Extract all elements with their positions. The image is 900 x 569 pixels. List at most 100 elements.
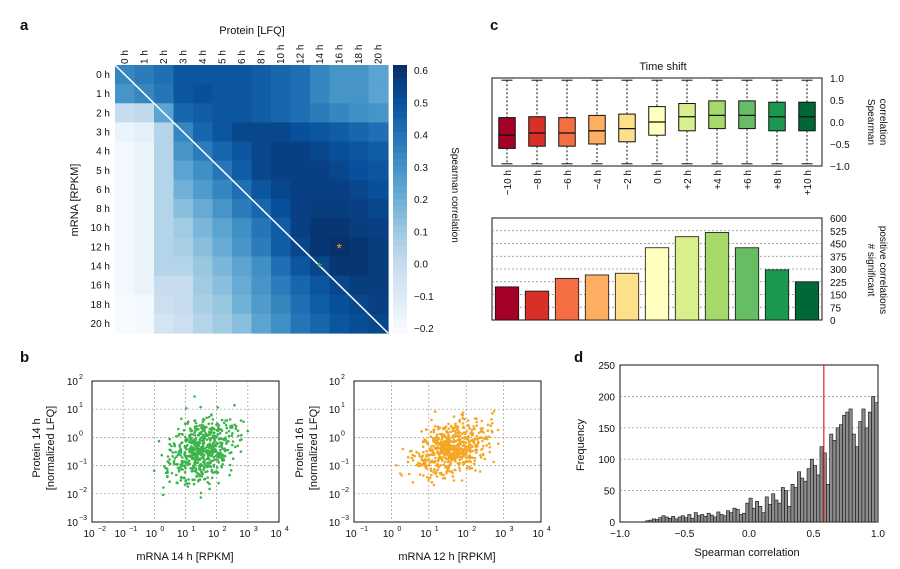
scatter-point [166,460,169,463]
scatter-point [202,437,206,440]
scatter-point [222,421,226,425]
scatter-point [429,430,433,434]
colorbar-segment [393,219,407,227]
colorbar-segment [393,71,407,79]
scatter-point [426,442,430,446]
heatmap-cell [290,122,311,143]
scatter-point [231,443,234,447]
colorbar-segment [393,212,407,220]
scatter-point [443,440,447,443]
scatter-point [446,460,450,464]
scatter-point [419,464,422,467]
scatter-point [208,433,212,436]
scatter-point [477,437,480,440]
histogram-bar [751,507,756,523]
scatter-point [233,403,236,407]
scatter-point [185,482,189,485]
heatmap-cell [271,275,292,296]
scatter-point [490,418,493,421]
histogram-bar [848,408,853,523]
boxplot-box [618,113,636,143]
histogram-bar [874,402,879,523]
scatter-point [199,446,203,450]
scatter-point [231,457,235,461]
barplot-bar [644,247,670,321]
scatter-point [434,447,438,451]
scatter-point [227,429,231,433]
scatter-x-tick: 10 [383,529,395,540]
heatmap-cell [134,103,155,124]
scatter-y-tick-exp: −2 [79,487,87,494]
heatmap-y-tick: 16 h [91,281,110,292]
scatter-point [497,442,500,446]
scatter-point [432,444,435,448]
scatter-point [217,451,220,455]
scatter-point [166,455,170,458]
scatter-point [441,450,445,454]
scatter-point [210,454,214,457]
scatter-point [411,481,415,484]
scatter-point [182,429,186,432]
scatter-point [179,447,182,451]
heatmap-cell [290,313,311,334]
heatmap-cell [134,256,155,277]
colorbar-segment [393,111,407,120]
scatter-x-tick-exp: 4 [285,526,289,533]
heatmap-y-tick: 18 h [91,300,110,311]
scatter-point [432,438,435,442]
heatmap-cell [251,275,272,296]
heatmap-cell [115,218,136,238]
scatter-point [443,452,446,456]
scatter-point [435,470,438,474]
barplot-y-tick: 375 [830,252,847,263]
scatter-point [452,444,455,448]
scatter-point [461,425,465,429]
scatter-point [481,439,484,443]
colorbar-segment [393,132,407,140]
scatter-point [193,425,197,428]
histogram-y-tick: 150 [598,424,615,435]
boxplot-x-tick: +10 h [803,170,814,195]
colorbar-tick: 0.0 [414,260,428,271]
heatmap-cell [368,275,389,296]
barplot-y-tick: 0 [830,316,836,327]
histogram-y-tick: 200 [598,392,615,403]
scatter-point [435,433,439,436]
scatter-x-tick: 10 [270,529,282,540]
scatter-point [467,445,471,449]
scatter-point [183,483,187,486]
scatter-point [427,458,431,461]
scatter-point [422,474,425,477]
scatter-point [442,443,446,447]
scatter-point [448,437,451,441]
heatmap-cell [271,122,292,143]
scatter-point [238,439,242,442]
scatter-point [186,461,190,464]
scatter-point [430,480,434,484]
scatter-point [188,440,191,444]
scatter-point [176,466,180,470]
scatter-point [191,478,194,482]
scatter-point [458,455,461,459]
heatmap-cell [212,179,233,200]
scatter-point [228,473,231,477]
heatmap-cell [134,237,155,258]
histogram-bar [835,427,840,523]
scatter-point [171,455,174,458]
scatter-point [199,468,202,471]
heatmap-cell [251,103,272,124]
scatter-point [444,425,448,428]
scatter-point [177,450,181,453]
scatter-point [217,481,220,485]
heatmap-cell [368,122,389,143]
scatter-x-tick: 10 [239,529,251,540]
scatter-point [200,435,204,439]
panel-label-d: d [574,349,583,366]
colorbar-segment [393,65,407,73]
colorbar-segment [393,245,407,254]
heatmap-cell [232,256,253,277]
heatmap-cell [290,141,311,162]
scatter-y-tick: 10 [329,433,341,444]
scatter-point [178,445,181,448]
scatter-point [216,459,220,462]
